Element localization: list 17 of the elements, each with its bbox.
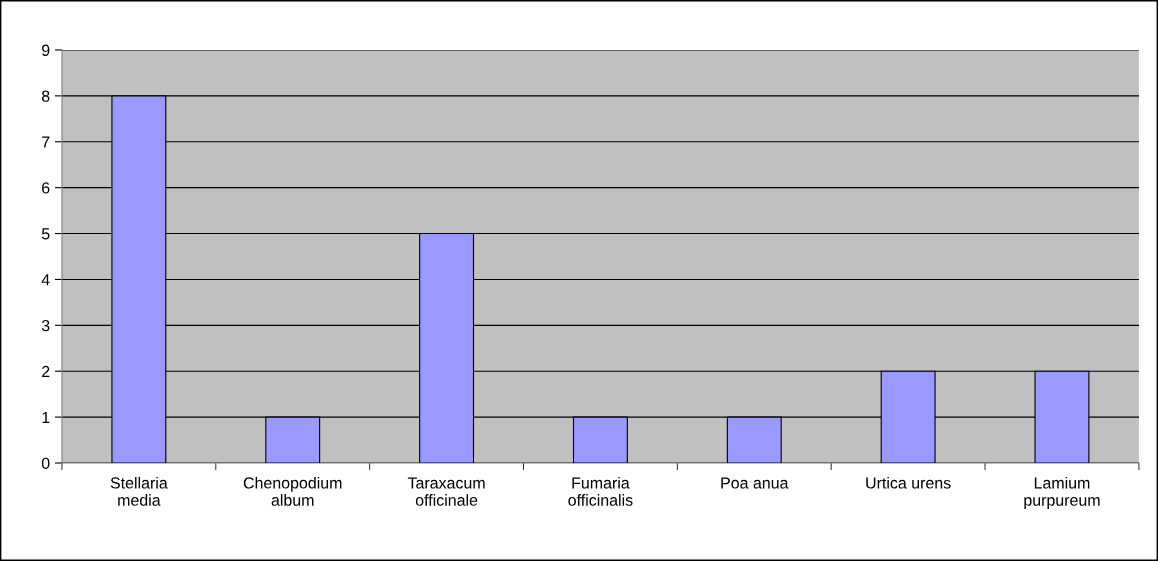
y-tick-label: 7 (42, 136, 50, 148)
y-tick-label: 0 (41, 457, 50, 469)
x-tick-label: Stellaria media (110, 476, 168, 506)
x-tick-label: Fumaria officinalis (568, 476, 633, 506)
y-tick-label: 9 (42, 44, 50, 56)
y-tick-label: 3 (41, 319, 50, 332)
y-tick-label: 5 (41, 228, 50, 240)
x-tick-label: Chenopodium album (243, 476, 342, 506)
y-tick-label: 1 (42, 411, 50, 423)
x-tick-label: Urtica urens (866, 476, 951, 489)
x-tick-label: Poa anua (721, 477, 789, 489)
y-tick-label: 4 (41, 274, 50, 286)
y-tick-label: 8 (41, 90, 50, 102)
x-tick-label: Taraxacum officinale (407, 477, 485, 506)
y-tick-label: 6 (42, 182, 50, 194)
x-tick-label: Lamium purpureum (1024, 476, 1100, 509)
y-tick-label: 2 (42, 365, 50, 377)
